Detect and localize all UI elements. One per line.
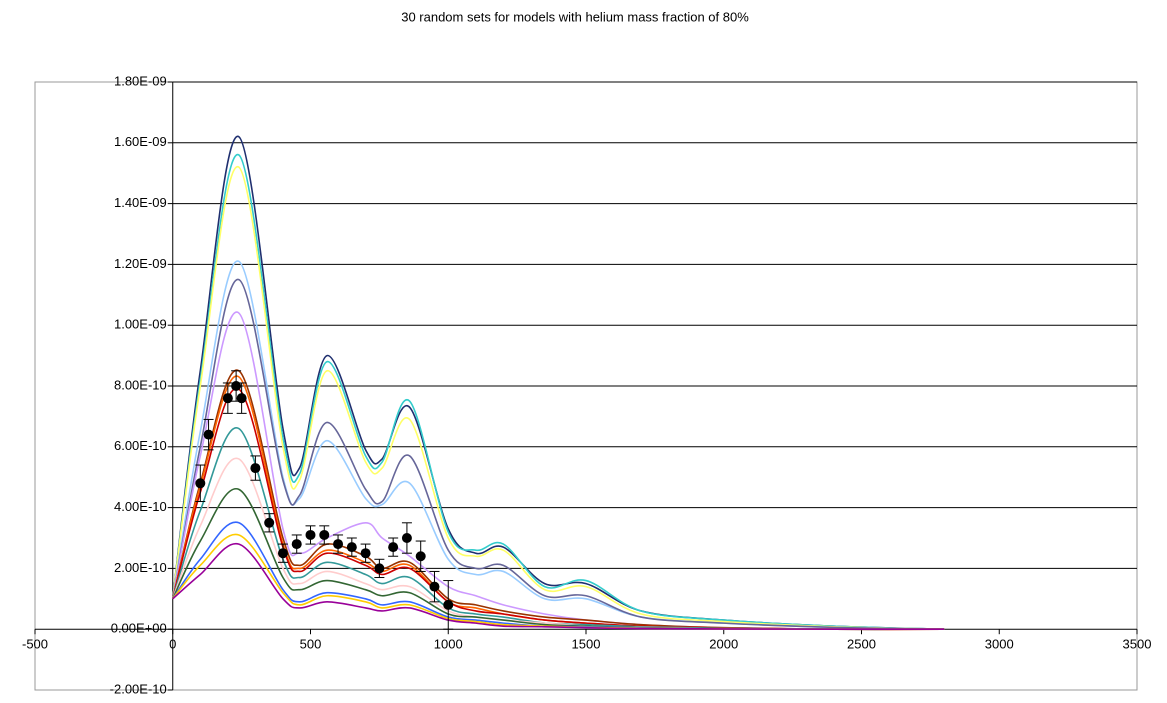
series-line	[171, 154, 945, 630]
y-tick-label: -2.00E-10	[110, 681, 167, 696]
data-point	[401, 533, 412, 543]
data-point	[443, 599, 454, 610]
y-tick-label: 2.00E-10	[114, 560, 167, 575]
y-tick-label: 8.00E-10	[114, 377, 167, 392]
data-point	[231, 381, 242, 391]
y-tick-label: 0.00E+00	[111, 621, 167, 636]
series-line	[171, 369, 945, 631]
x-tick-label: 500	[300, 637, 322, 652]
data-point	[319, 529, 330, 540]
chart-title: 30 random sets for models with helium ma…	[401, 9, 749, 24]
data-point	[203, 429, 214, 440]
x-tick-label: 2000	[709, 637, 738, 652]
series-line	[171, 278, 945, 630]
data-point	[360, 548, 371, 559]
data-point	[415, 551, 426, 562]
data-point	[333, 539, 344, 550]
data-point	[374, 563, 385, 574]
x-tick-label: 3500	[1123, 637, 1152, 652]
x-tick-label: -500	[22, 637, 48, 652]
series-line	[171, 260, 945, 630]
y-tick-label: 1.20E-09	[114, 256, 167, 271]
y-tick-label: 1.80E-09	[114, 73, 167, 88]
data-point	[250, 463, 261, 474]
data-point	[264, 517, 275, 528]
series-line	[172, 543, 945, 631]
data-point	[346, 542, 357, 553]
data-point	[429, 581, 440, 592]
x-tick-label: 1500	[572, 637, 601, 652]
y-tick-label: 4.00E-10	[114, 499, 167, 514]
data-point	[388, 542, 399, 553]
y-tick-label: 1.60E-09	[114, 134, 167, 149]
data-point	[277, 548, 288, 559]
y-tick-label: 1.00E-09	[114, 317, 167, 332]
x-tick-label: 1000	[434, 637, 463, 652]
x-tick-label: 3000	[985, 637, 1014, 652]
series-line	[172, 521, 945, 631]
series-line	[171, 166, 945, 630]
x-tick-label: 2500	[847, 637, 876, 652]
data-point	[291, 539, 302, 550]
data-point	[305, 529, 316, 540]
data-point	[222, 393, 233, 404]
y-tick-label: 6.00E-10	[114, 438, 167, 453]
y-tick-label: 1.40E-09	[114, 195, 167, 210]
data-point	[236, 393, 247, 404]
data-point	[195, 478, 206, 489]
series-line	[171, 387, 945, 631]
